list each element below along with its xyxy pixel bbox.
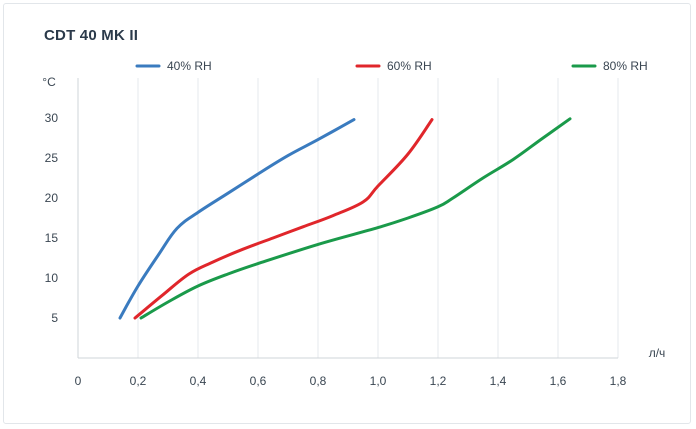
axes (77, 78, 618, 359)
series-line-1 (118, 118, 356, 320)
x-tick-label: 1,0 (370, 374, 387, 388)
y-tick-label: 5 (51, 311, 58, 325)
x-tick-label: 1,4 (490, 374, 507, 388)
series-lines (118, 117, 572, 320)
x-tick-label: 0,2 (130, 374, 147, 388)
chart-card (3, 3, 691, 424)
y-tick-label: 15 (45, 231, 59, 245)
x-tick-label: 0,6 (250, 374, 267, 388)
series-line-3 (139, 117, 572, 320)
y-tick-label: 30 (45, 111, 59, 125)
legend-label: 40% RH (167, 59, 212, 73)
series-line-2 (133, 118, 434, 320)
legend-label: 80% RH (603, 59, 648, 73)
legend: 40% RH 60% RH 80% RH (135, 59, 648, 73)
y-tick-label: 20 (45, 191, 59, 205)
x-axis-label: л/ч (649, 346, 666, 360)
y-tick-label: 10 (45, 271, 59, 285)
y-axis-label: °C (42, 75, 56, 89)
x-tick-label: 1,8 (610, 374, 627, 388)
x-tick-label: 0,8 (310, 374, 327, 388)
chart-title: CDT 40 MK II (44, 27, 139, 44)
x-tick-label: 1,6 (550, 374, 567, 388)
legend-label: 60% RH (387, 59, 432, 73)
x-tick-label: 0 (75, 374, 82, 388)
x-tick-label: 0,4 (190, 374, 207, 388)
x-tick-label: 1,2 (430, 374, 447, 388)
tick-labels: 0 0,2 0,4 0,6 0,8 1,0 1,2 1,4 1,6 1,8 5 10 15 20 25 30 °… (42, 75, 665, 388)
y-tick-label: 25 (45, 151, 59, 165)
grid-lines (137, 78, 619, 358)
